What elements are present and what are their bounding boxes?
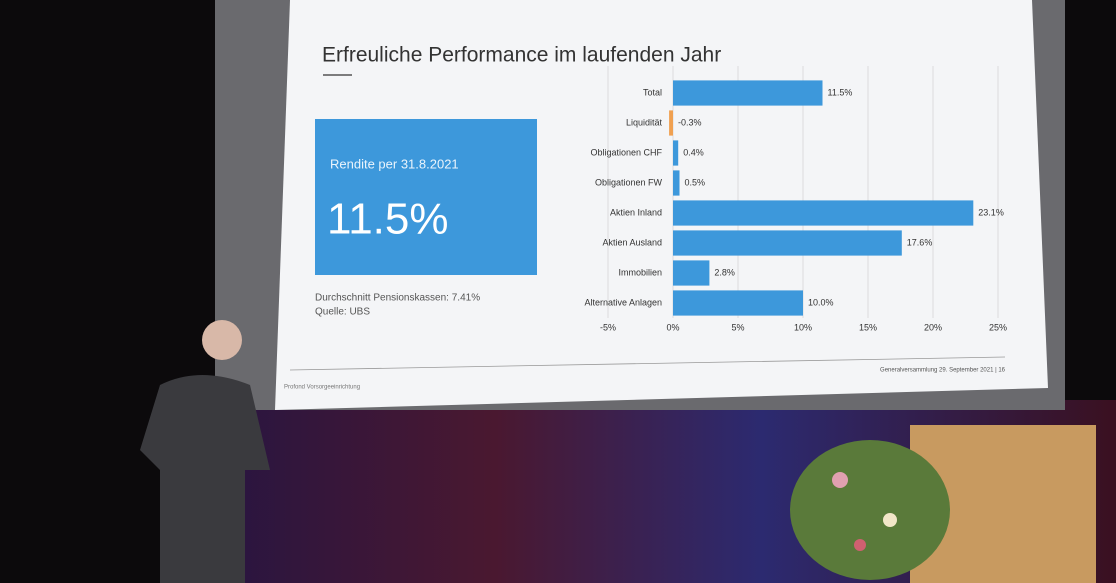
footer-left: Profond Vorsorgeeinrichtung: [284, 385, 360, 391]
flower: [832, 472, 848, 488]
y-tick-label: Aktien Ausland: [602, 237, 662, 247]
y-tick-label: Total: [643, 87, 662, 97]
x-tick-label: 10%: [794, 322, 812, 332]
bar: [673, 290, 803, 316]
x-tick-label: 25%: [989, 322, 1007, 332]
flowers: [790, 440, 950, 580]
flower: [883, 513, 897, 527]
speaker-head: [202, 320, 242, 360]
bar: [673, 200, 974, 226]
y-tick-label: Liquidität: [626, 117, 663, 127]
bar: [673, 140, 679, 166]
value-label: 10.0%: [808, 297, 834, 307]
x-tick-label: -5%: [600, 322, 616, 332]
bar: [673, 80, 823, 106]
y-tick-label: Obligationen FW: [595, 177, 663, 187]
flower: [854, 539, 866, 551]
x-tick-label: 5%: [731, 322, 744, 332]
y-tick-label: Alternative Anlagen: [584, 297, 662, 307]
note: Durchschnitt Pensionskassen: 7.41%: [315, 293, 480, 304]
x-tick-label: 15%: [859, 322, 877, 332]
value-label: 11.5%: [828, 87, 853, 97]
kpi-box: [315, 119, 537, 275]
kpi-label: Rendite per 31.8.2021: [330, 156, 459, 171]
kpi-value: 11.5%: [327, 195, 449, 244]
chart: -5% 0% 5% 10% 15% 20% 25% Total 11.5% Liquidität -…: [584, 66, 1007, 332]
value-label: 17.6%: [907, 237, 933, 247]
y-tick-label: Aktien Inland: [610, 207, 662, 217]
bar: [673, 170, 680, 196]
bar: [673, 260, 710, 286]
x-tick-label: 0%: [666, 322, 679, 332]
slide: [275, 0, 1048, 410]
slide-title: Erfreuliche Performance im laufenden Jah…: [322, 44, 721, 67]
value-label: 23.1%: [978, 207, 1004, 217]
y-tick-label: Obligationen CHF: [590, 147, 662, 157]
flower-bouquet: [790, 440, 950, 580]
value-label: 0.5%: [685, 177, 706, 187]
value-label: 2.8%: [714, 267, 735, 277]
footer-right: Generalversammlung 29. September 2021 | …: [880, 368, 1006, 374]
bar: [669, 110, 673, 136]
y-tick-label: Immobilien: [618, 267, 662, 277]
bar: [673, 230, 902, 256]
speaker-body: [140, 375, 270, 583]
speaker: [140, 320, 270, 583]
value-label: 0.4%: [683, 147, 704, 157]
value-label: -0.3%: [678, 117, 702, 127]
x-tick-label: 20%: [924, 322, 942, 332]
footer-rule: [289, 356, 1006, 371]
source: Quelle: UBS: [315, 307, 370, 318]
